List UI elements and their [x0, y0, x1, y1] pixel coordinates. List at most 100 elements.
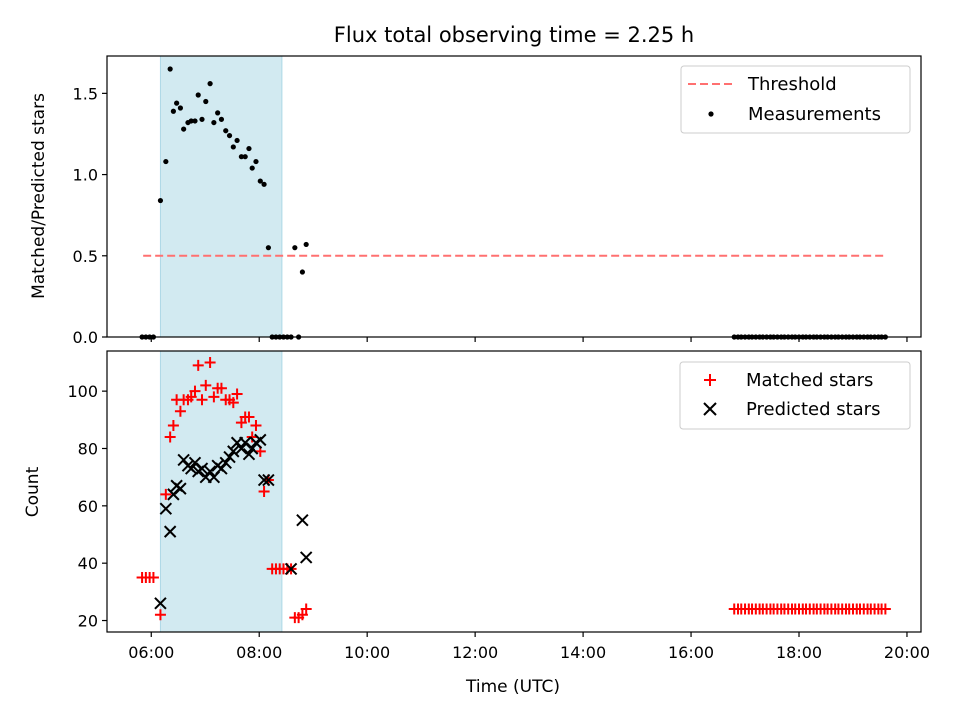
measurement-point: [249, 165, 255, 171]
top-y-tick-label: 0.5: [73, 247, 98, 266]
measurement-point: [292, 245, 298, 251]
predicted-star-point: [262, 473, 275, 487]
measurement-point: [223, 128, 229, 134]
measurement-point: [230, 144, 236, 150]
measurement-point: [242, 154, 248, 160]
bottom-y-axis-label: Count: [23, 466, 43, 517]
bottom-y-tick-label: 80: [78, 439, 98, 458]
x-tick-label: 14:00: [560, 643, 606, 662]
legend-predicted-label: Predicted stars: [746, 399, 880, 420]
measurement-point: [246, 145, 252, 152]
bottom-legend: Matched stars Predicted stars: [679, 361, 911, 430]
matched-star-point: [300, 603, 312, 615]
bottom-y-tick-label: 20: [78, 612, 98, 631]
measurement-point: [163, 158, 169, 165]
x-tick-label: 08:00: [236, 643, 282, 662]
matched-star-point: [160, 488, 172, 500]
predicted-star-point: [195, 462, 209, 475]
x-tick-label: 16:00: [668, 643, 714, 662]
bottom-y-tick-label: 100: [67, 382, 98, 401]
measurement-point: [170, 108, 176, 114]
measurement-point: [167, 66, 173, 72]
matched-star-point: [164, 431, 176, 443]
measurement-point: [303, 241, 309, 248]
matched-star-point: [250, 420, 262, 432]
measurement-point: [195, 92, 201, 98]
measurement-point: [174, 100, 180, 106]
top-shaded-region: [159, 55, 283, 338]
matched-star-point: [246, 431, 258, 443]
bottom-y-tick-label: 40: [78, 554, 98, 573]
measurement-point: [253, 158, 259, 165]
top-legend-box: [680, 65, 911, 134]
x-axis-label: Time (UTC): [465, 677, 560, 697]
matched-star-point: [174, 405, 186, 417]
predicted-star-point: [154, 597, 167, 610]
top-y-tick-label: 1.0: [73, 166, 98, 185]
matched-star-point: [147, 572, 159, 584]
legend-measurements-swatch: [708, 111, 714, 117]
matched-star-point: [192, 359, 204, 371]
predicted-star-point: [296, 513, 309, 527]
matched-star-point: [189, 385, 201, 397]
matched-star-point: [258, 486, 270, 497]
measurement-point: [265, 245, 271, 251]
predicted-star-point: [215, 462, 228, 475]
predicted-star-point: [235, 442, 248, 455]
predicted-star-point: [159, 502, 173, 515]
matched-star-point: [879, 603, 891, 615]
legend-matched-label: Matched stars: [746, 370, 873, 391]
top-panel: 0.0 0.5 1.0 1.5 Matched/Predicted stars Thr…: [29, 55, 922, 347]
matched-star-point: [296, 609, 308, 621]
matched-star-point: [215, 382, 227, 394]
top-axes: 0.0 0.5 1.0 1.5: [73, 55, 922, 347]
bottom-legend-box: [679, 361, 911, 430]
measurement-point: [177, 105, 184, 111]
predicted-star-point: [163, 525, 177, 538]
matched-star-point: [185, 391, 197, 403]
x-tick-label: 06:00: [128, 643, 174, 662]
predicted-star-point: [227, 445, 240, 458]
predicted-star-point: [254, 433, 267, 447]
matched-star-point: [200, 379, 212, 391]
bottom-points-layer: [136, 356, 891, 624]
predicted-star-point: [203, 465, 217, 478]
x-tick-label: 12:00: [452, 643, 498, 662]
matched-star-point: [235, 417, 247, 429]
predicted-star-point: [242, 448, 256, 461]
measurement-point: [157, 197, 164, 204]
top-y-axis-label: Matched/Predicted stars: [29, 93, 49, 299]
measurement-point: [181, 126, 187, 132]
predicted-star-point: [299, 551, 313, 564]
measurement-point: [261, 181, 267, 187]
measurement-point: [226, 132, 233, 139]
predicted-star-point: [223, 450, 236, 464]
bottom-plot-frame: [106, 350, 922, 633]
matched-star-point: [154, 609, 166, 621]
measurement-point: [215, 110, 221, 116]
measurement-point: [203, 98, 209, 105]
predicted-star-point: [174, 482, 187, 495]
matched-star-point: [231, 388, 243, 400]
legend-predicted-swatch: [703, 402, 717, 416]
bottom-panel: 20 40 60 80 100 06:00 08:00 10:00 12:00 14:00 16:0…: [23, 350, 930, 697]
measurement-point: [299, 269, 306, 275]
top-y-tick-label: 0.0: [73, 328, 98, 347]
top-legend: Threshold Measurements: [680, 65, 911, 134]
legend-matched-swatch: [704, 374, 716, 386]
matched-star-point: [167, 420, 179, 432]
measurement-point: [199, 116, 205, 122]
legend-threshold-label: Threshold: [747, 74, 837, 95]
measurement-point: [207, 81, 213, 87]
measurement-point: [238, 154, 245, 160]
matched-star-point: [208, 391, 220, 403]
matched-star-point: [196, 394, 208, 406]
predicted-star-point: [184, 462, 198, 475]
legend-measurements-label: Measurements: [748, 104, 881, 125]
top-y-tick-label: 1.5: [73, 84, 98, 103]
bottom-axes: 20 40 60 80 100 06:00 08:00 10:00 12:00 14:00 16:0…: [67, 350, 930, 662]
top-plot-frame: [106, 55, 922, 338]
measurement-point: [218, 116, 225, 122]
matched-star-point: [243, 411, 255, 423]
